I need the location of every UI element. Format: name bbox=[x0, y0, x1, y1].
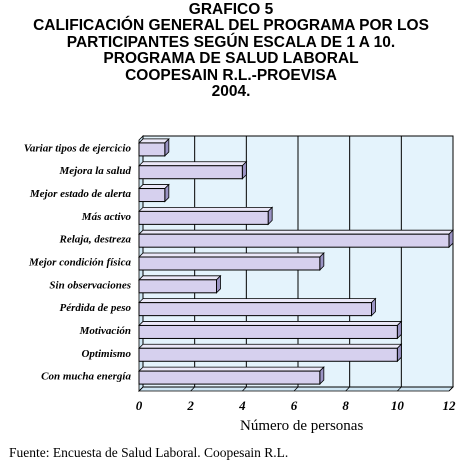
y-category-label: Relaja, destreza bbox=[59, 234, 132, 246]
bar bbox=[138, 347, 398, 362]
bar bbox=[138, 210, 269, 225]
y-category-label: Sin observaciones bbox=[49, 279, 131, 291]
bar bbox=[138, 279, 217, 294]
grid-floor-line bbox=[138, 386, 144, 392]
bar-top bbox=[138, 343, 403, 349]
grid-floor-line bbox=[397, 386, 402, 392]
title-line-1: GRAFICO 5 bbox=[188, 1, 274, 18]
x-tick-label: 10 bbox=[391, 398, 405, 413]
x-tick-label: 8 bbox=[342, 398, 349, 413]
title-line-6: 2004. bbox=[211, 83, 251, 101]
grid-floor-line bbox=[242, 386, 247, 392]
bar bbox=[138, 233, 450, 248]
x-tick-label: 6 bbox=[291, 398, 298, 413]
title-line-5: COOPESAIN R.L.-PROEVISA bbox=[125, 66, 337, 84]
grid-floor-line bbox=[448, 386, 454, 392]
bar bbox=[138, 302, 372, 317]
chart-title: GRAFICO 5 CALIFICACIÓN GENERAL DEL PROGR… bbox=[0, 1, 462, 101]
bar-top bbox=[138, 275, 222, 281]
bar bbox=[138, 324, 398, 339]
bar-top bbox=[138, 366, 325, 372]
bar-top bbox=[138, 206, 274, 212]
x-axis-label: Número de personas bbox=[240, 418, 364, 434]
y-category-label: Con mucha energía bbox=[41, 371, 131, 383]
bar-top bbox=[138, 321, 403, 326]
bar bbox=[138, 165, 243, 180]
title-line-4: PROGRAMA DE SALUD LABORAL bbox=[103, 50, 359, 68]
bar-top bbox=[138, 229, 454, 235]
x-tick-label: 12 bbox=[443, 398, 457, 413]
bar bbox=[138, 370, 321, 385]
y-category-label: Más activo bbox=[81, 211, 132, 223]
x-tick-label: 0 bbox=[136, 398, 143, 413]
y-category-label: Motivación bbox=[79, 325, 131, 337]
bar-top bbox=[138, 161, 248, 167]
x-tick-label: 2 bbox=[186, 398, 194, 413]
bar bbox=[138, 256, 321, 271]
title-line-2: CALIFICACIÓN GENERAL DEL PROGRAMA POR LO… bbox=[33, 17, 429, 35]
grid-floor-line bbox=[293, 386, 299, 392]
y-category-label: Mejor condición física bbox=[28, 257, 132, 269]
bar-top bbox=[138, 252, 325, 258]
bar-top bbox=[138, 298, 377, 304]
y-category-label: Pérdida de peso bbox=[60, 302, 132, 314]
grid-floor-line bbox=[345, 386, 350, 392]
x-tick-label: 4 bbox=[238, 398, 246, 413]
y-category-label: Mejora la salud bbox=[58, 165, 131, 177]
y-category-label: Optimismo bbox=[81, 348, 131, 360]
y-category-label: Variar tipos de ejercicio bbox=[24, 142, 132, 154]
grid-floor-line bbox=[190, 386, 195, 392]
title-line-3: PARTICIPANTES SEGÚN ESCALA DE 1 A 10. bbox=[66, 33, 396, 51]
y-category-label: Mejor estado de alerta bbox=[29, 188, 132, 200]
bar-top bbox=[138, 138, 170, 144]
bar-top bbox=[138, 184, 170, 189]
bar bbox=[138, 142, 166, 157]
source-note: Fuente: Encuesta de Salud Laboral. Coope… bbox=[9, 445, 289, 460]
bar bbox=[138, 188, 166, 203]
